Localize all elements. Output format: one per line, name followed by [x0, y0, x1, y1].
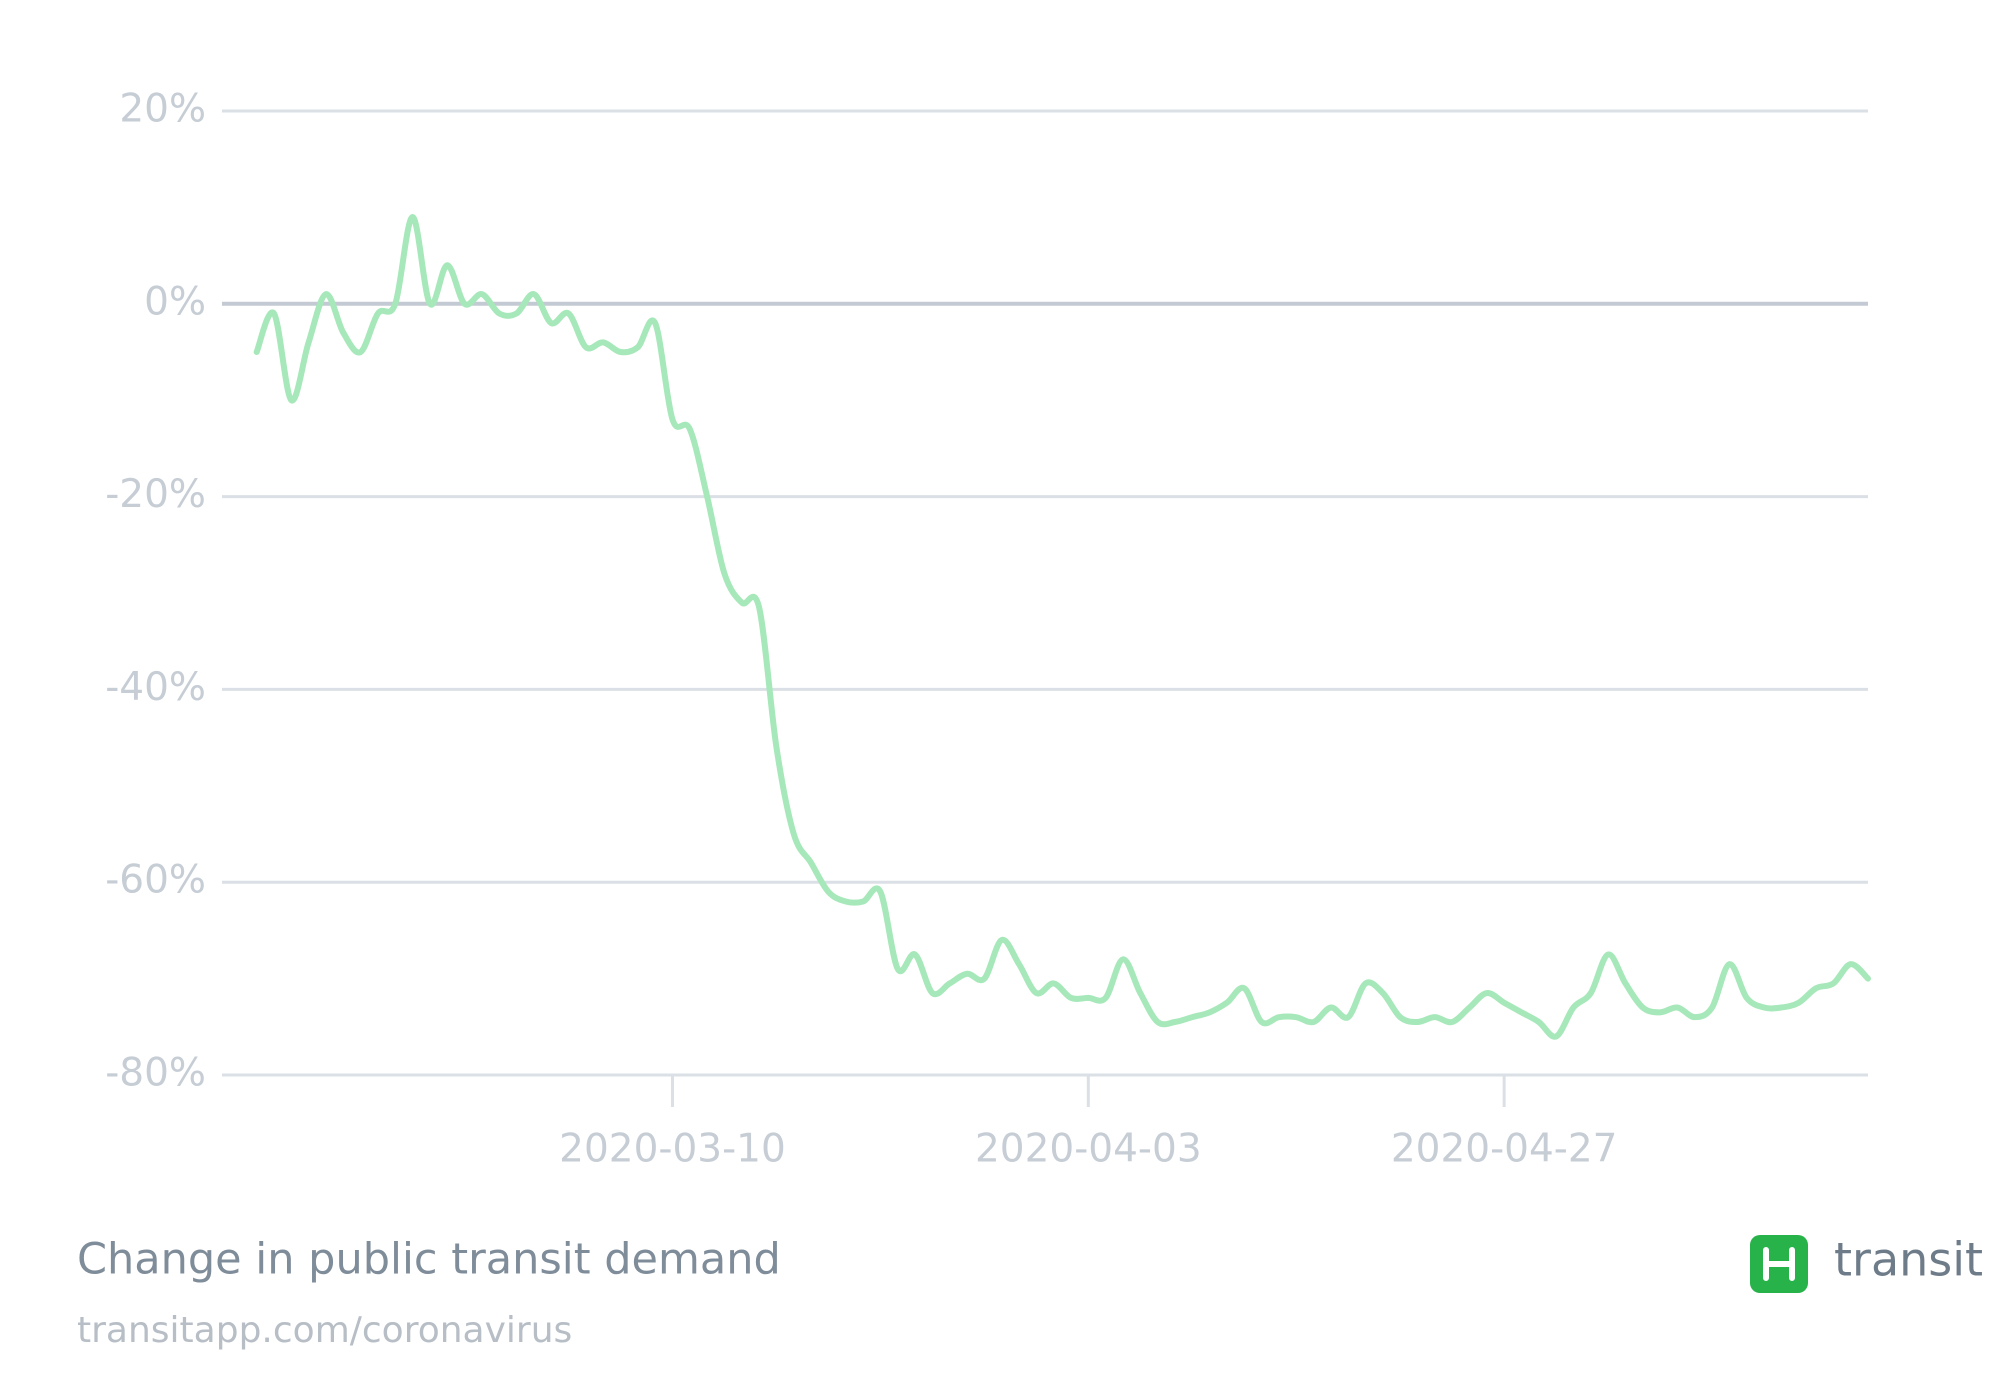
chart-title: Change in public transit demand: [77, 1235, 781, 1285]
line: [253, 214, 1871, 1040]
y-tick-label: 20%: [119, 87, 206, 132]
y-tick-label: -60%: [105, 858, 206, 903]
brand-name: transit: [1834, 1233, 1983, 1287]
x-tick-label: 2020-04-03: [975, 1127, 1202, 1172]
y-tick-label: -20%: [105, 472, 206, 517]
x-tick-label: 2020-04-27: [1391, 1127, 1618, 1172]
y-tick-label: 0%: [144, 279, 206, 324]
x-tick-label: 2020-03-10: [559, 1127, 786, 1172]
brand-icon-glyph: [1763, 1247, 1795, 1281]
y-tick-label: -80%: [105, 1051, 206, 1096]
y-tick-label: -40%: [105, 665, 206, 710]
chart-subtitle: transitapp.com/coronavirus: [77, 1310, 572, 1351]
